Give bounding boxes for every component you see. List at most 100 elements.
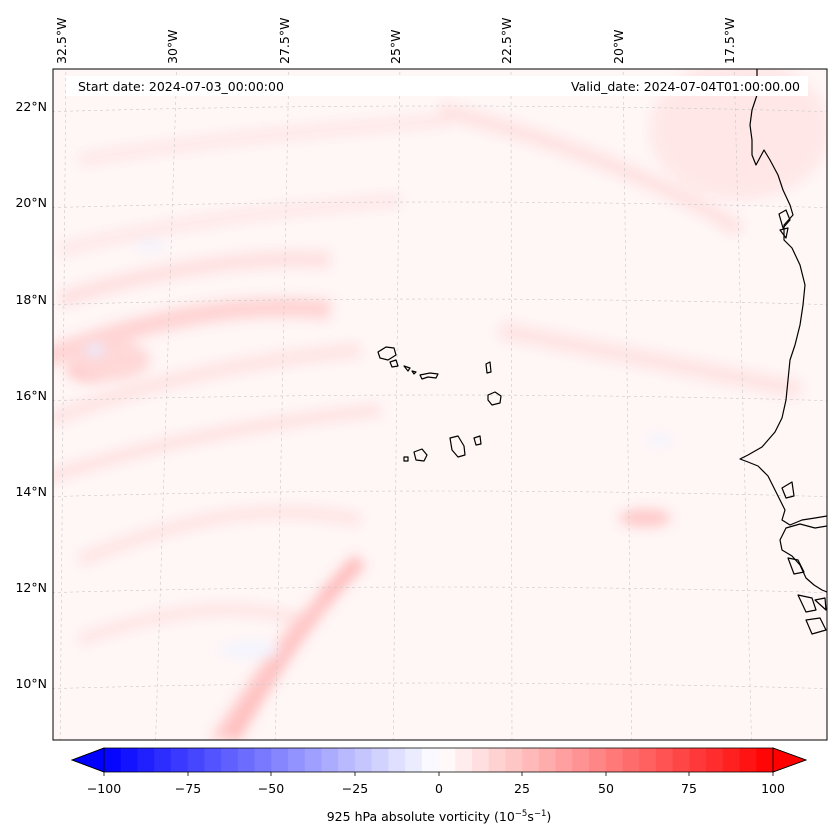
colorbar-label-exp1: −5 xyxy=(515,809,528,819)
lat-label: 20°N xyxy=(15,195,47,210)
lon-label: 25°W xyxy=(388,29,403,64)
parallel-line xyxy=(53,394,827,401)
lat-label: 18°N xyxy=(15,292,47,307)
colorbar-cell xyxy=(187,748,205,772)
graticule xyxy=(53,69,827,740)
lat-label: 16°N xyxy=(15,388,47,403)
colorbar-tick-label: 50 xyxy=(598,781,614,796)
colorbar-cell xyxy=(287,748,306,772)
meridian-line xyxy=(59,69,67,740)
colorbar-label: 925 hPa absolute vorticity (10−5s−1) xyxy=(327,809,552,824)
colorbar-cell xyxy=(304,748,323,772)
island-santiago xyxy=(449,435,466,458)
colorbar-label-end: ) xyxy=(546,809,551,824)
colorbar-cell xyxy=(254,748,272,772)
parallel-line xyxy=(53,490,827,497)
vorticity-field xyxy=(53,69,827,740)
meridian-line xyxy=(622,69,633,740)
lon-label: 32.5°W xyxy=(54,18,69,64)
colorbar-cell xyxy=(204,748,222,772)
colorbar-min-extend-triangle xyxy=(70,747,105,773)
colorbar-cell xyxy=(672,748,690,772)
parallel-line xyxy=(53,682,827,689)
colorbar-max-extend-triangle xyxy=(772,747,808,773)
island-boa-vista xyxy=(487,391,502,406)
lon-label: 20°W xyxy=(611,29,626,64)
colorbar-cell xyxy=(589,748,607,772)
colorbar-cell xyxy=(221,748,239,772)
map-frame xyxy=(52,68,828,741)
coastlines xyxy=(377,69,827,635)
colorbar-cell xyxy=(354,748,373,772)
colorbar-tick-label: 100 xyxy=(761,781,785,796)
colorbar-cell xyxy=(505,748,523,772)
colorbar-cell xyxy=(321,748,339,772)
colorbar-cell xyxy=(271,748,289,772)
colorbar-label-exp2: −1 xyxy=(534,809,547,819)
colorbar-cell xyxy=(455,748,473,772)
colorbar-cell xyxy=(555,748,573,772)
colorbar-label-mid: s xyxy=(527,809,534,824)
lat-label: 22°N xyxy=(15,99,47,114)
colorbar-cell xyxy=(572,748,590,772)
meridian-line xyxy=(155,69,178,740)
colorbar-cell xyxy=(137,748,155,772)
island-santo-antao xyxy=(377,346,397,361)
meridian-line xyxy=(733,69,752,740)
colorbar-cell xyxy=(522,748,540,772)
colorbar-cell xyxy=(706,748,724,772)
colorbar-tick-label: −100 xyxy=(87,781,121,796)
island-sao-vicente xyxy=(389,359,399,368)
colorbar-cell xyxy=(639,748,657,772)
colorbar-tick-labels: −100 −75 −50 −25 0 25 50 75 100 xyxy=(87,781,785,796)
colorbar-label-text: 925 hPa absolute vorticity (10 xyxy=(327,809,515,824)
longitude-labels: 32.5°W 30°W 27.5°W 25°W 22.5°W 20°W 17.5… xyxy=(54,18,737,64)
latitude-labels: 22°N 20°N 18°N 16°N 14°N 12°N 10°N xyxy=(15,99,47,691)
colorbar-tick-label: −75 xyxy=(175,781,201,796)
colorbar-cell xyxy=(655,748,674,772)
parallel-line xyxy=(53,298,827,305)
colorbar-cell xyxy=(438,748,456,772)
island-sal xyxy=(485,361,492,374)
lon-label: 27.5°W xyxy=(277,18,292,64)
colorbar-cell xyxy=(622,748,640,772)
colorbar-tick-label: 75 xyxy=(681,781,697,796)
colorbar-tick-label: 0 xyxy=(435,781,443,796)
colorbar-cell xyxy=(488,748,507,772)
colorbar-ticks xyxy=(103,772,774,776)
colorbar-cell xyxy=(689,748,707,772)
start-date-label: Start date: 2024-07-03_00:00:00 xyxy=(78,79,284,94)
colorbar-cell xyxy=(538,748,557,772)
lat-label: 10°N xyxy=(15,676,47,691)
header-label-box xyxy=(66,76,808,96)
island-sao-nicolau xyxy=(419,372,439,380)
colorbar-cell xyxy=(756,748,774,772)
colorbar-cell xyxy=(170,748,189,772)
parallel-line xyxy=(53,105,827,112)
colorbar-cell xyxy=(471,748,490,772)
colorbar-cell xyxy=(605,748,624,772)
colorbar-cells xyxy=(104,748,774,772)
island-fogo xyxy=(413,448,428,462)
colorbar-cell xyxy=(371,748,389,772)
colorbar-cell xyxy=(405,748,423,772)
colorbar-tick-label: −25 xyxy=(342,781,368,796)
colorbar-cell xyxy=(338,748,356,772)
colorbar-cell xyxy=(722,748,741,772)
meridian-line xyxy=(275,69,290,740)
lon-label: 17.5°W xyxy=(722,18,737,64)
africa-coast-south xyxy=(779,523,827,593)
colorbar-cell xyxy=(388,748,406,772)
valid-date-label: Valid_date: 2024-07-04T01:00:00.00 xyxy=(571,79,800,94)
map-panel: Start date: 2024-07-03_00:00:00 Valid_da… xyxy=(52,68,828,741)
colorbar-cell xyxy=(237,748,256,772)
meridian-line xyxy=(392,69,401,740)
africa-coastline xyxy=(739,69,827,526)
island-maio xyxy=(473,435,482,446)
colorbar-cell xyxy=(104,748,122,772)
lon-label: 22.5°W xyxy=(499,18,514,64)
parallel-line xyxy=(53,201,827,208)
colorbar-tick-label: −50 xyxy=(258,781,284,796)
colorbar-cell xyxy=(120,748,139,772)
